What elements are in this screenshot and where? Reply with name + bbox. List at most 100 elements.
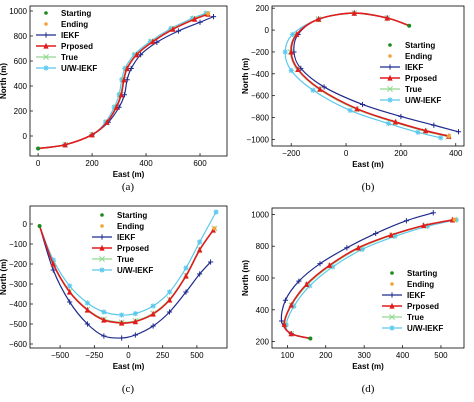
series-point: [168, 25, 174, 32]
series-point: [50, 257, 56, 263]
x-axis-label: East (m): [352, 160, 384, 169]
legend-label: True: [61, 53, 78, 62]
legend-marker: [44, 11, 48, 15]
legend-marker: [390, 271, 394, 275]
series-point: [154, 39, 160, 45]
legend-marker: [389, 325, 395, 331]
x-tick-label: 500: [190, 351, 204, 360]
series-point: [197, 239, 203, 245]
series-point: [84, 306, 91, 313]
legend-label: Starting: [405, 41, 435, 50]
y-tick-label: 0: [265, 26, 270, 35]
series-point: [118, 91, 124, 98]
series-point: [203, 10, 209, 16]
series-point: [104, 119, 110, 125]
series-point: [50, 260, 56, 267]
series-point: [147, 38, 153, 44]
plot-frame: [29, 5, 228, 157]
series-point: [116, 92, 122, 98]
chart-panel-2: −200 0 200 400 200 0 −200 −400 −600 −800 −1000 East…: [241, 4, 465, 193]
start-point: [37, 224, 42, 228]
x-tick-label: 200: [85, 159, 99, 168]
legend-label: Starting: [407, 269, 437, 278]
series-point: [327, 262, 333, 268]
legend-marker: [389, 302, 395, 309]
series-point: [111, 104, 117, 110]
series-point: [282, 297, 289, 303]
series-point: [67, 299, 73, 305]
series-point: [50, 267, 56, 273]
x-tick-label: 250: [156, 351, 170, 360]
legend-label: True: [117, 255, 134, 264]
legend-label: U/W-IEKF: [61, 64, 97, 73]
series-line-prposed: [283, 219, 453, 340]
end-point: [206, 11, 211, 16]
legend-marker: [99, 256, 105, 262]
series-point: [150, 323, 156, 329]
series-point: [295, 66, 301, 73]
series-point: [101, 333, 107, 339]
series-point: [423, 127, 429, 134]
x-tick-label: 300: [357, 351, 371, 360]
y-tick-label: −400: [9, 300, 28, 309]
y-tick-label: 800: [14, 32, 28, 41]
series-point: [303, 281, 310, 287]
start-point: [407, 23, 412, 28]
series-point: [317, 261, 323, 267]
y-tick-label: 0: [23, 132, 28, 141]
series-point: [101, 316, 107, 323]
panel-caption: (a): [122, 181, 135, 193]
series-point: [310, 87, 316, 93]
legend-marker: [43, 65, 49, 71]
series-point: [124, 77, 130, 83]
series-point: [175, 28, 182, 34]
x-tick-label: 0: [344, 149, 349, 158]
series-point: [207, 259, 214, 265]
y-tick-label: −600: [9, 340, 28, 349]
series-point: [119, 335, 125, 341]
chart-panel-3: −500 −250 0 250 500 0 −100 −200 −300 −400 −500 −600…: [0, 205, 228, 395]
series-point: [132, 318, 138, 325]
series-point: [291, 303, 297, 309]
series-point: [351, 9, 357, 16]
series-point: [131, 52, 137, 58]
series-point: [316, 15, 322, 22]
legend: Starting Ending IEKF Prposed True U/W-IEKF: [380, 41, 441, 105]
series-line-iekf: [293, 12, 459, 133]
series-point: [354, 105, 360, 112]
series-point: [128, 65, 134, 72]
y-axis-label: North (m): [0, 259, 8, 295]
series-point: [197, 246, 203, 253]
x-tick-label: 500: [434, 351, 448, 360]
series-point: [113, 104, 119, 110]
y-tick-label: 200: [256, 338, 270, 347]
legend-marker: [387, 97, 393, 103]
legend-label: Starting: [61, 9, 91, 18]
series-point: [132, 332, 138, 338]
y-tick-label: −600: [251, 92, 270, 101]
y-tick-label: 400: [14, 82, 28, 91]
y-tick-label: 600: [14, 57, 28, 66]
series-point: [294, 31, 300, 38]
x-tick-label: −500: [51, 351, 70, 360]
series-point: [430, 210, 436, 216]
series-point: [89, 131, 95, 138]
y-tick-label: −200: [9, 260, 28, 269]
y-tick-label: 0: [23, 220, 28, 229]
x-tick-label: −250: [85, 351, 104, 360]
series-point: [170, 25, 176, 32]
x-tick-label: 400: [396, 351, 410, 360]
series-point: [84, 300, 91, 306]
y-tick-label: −400: [251, 70, 270, 79]
series-point: [321, 84, 327, 90]
legend-marker: [389, 314, 395, 320]
series-point: [121, 76, 127, 83]
panel-caption: (d): [362, 383, 375, 395]
series-point: [392, 233, 398, 239]
series-point: [166, 296, 173, 303]
series-point: [415, 129, 421, 135]
series-point: [183, 289, 189, 295]
series-point: [183, 265, 189, 271]
y-tick-label: −100: [9, 240, 28, 249]
series-point: [67, 283, 73, 289]
